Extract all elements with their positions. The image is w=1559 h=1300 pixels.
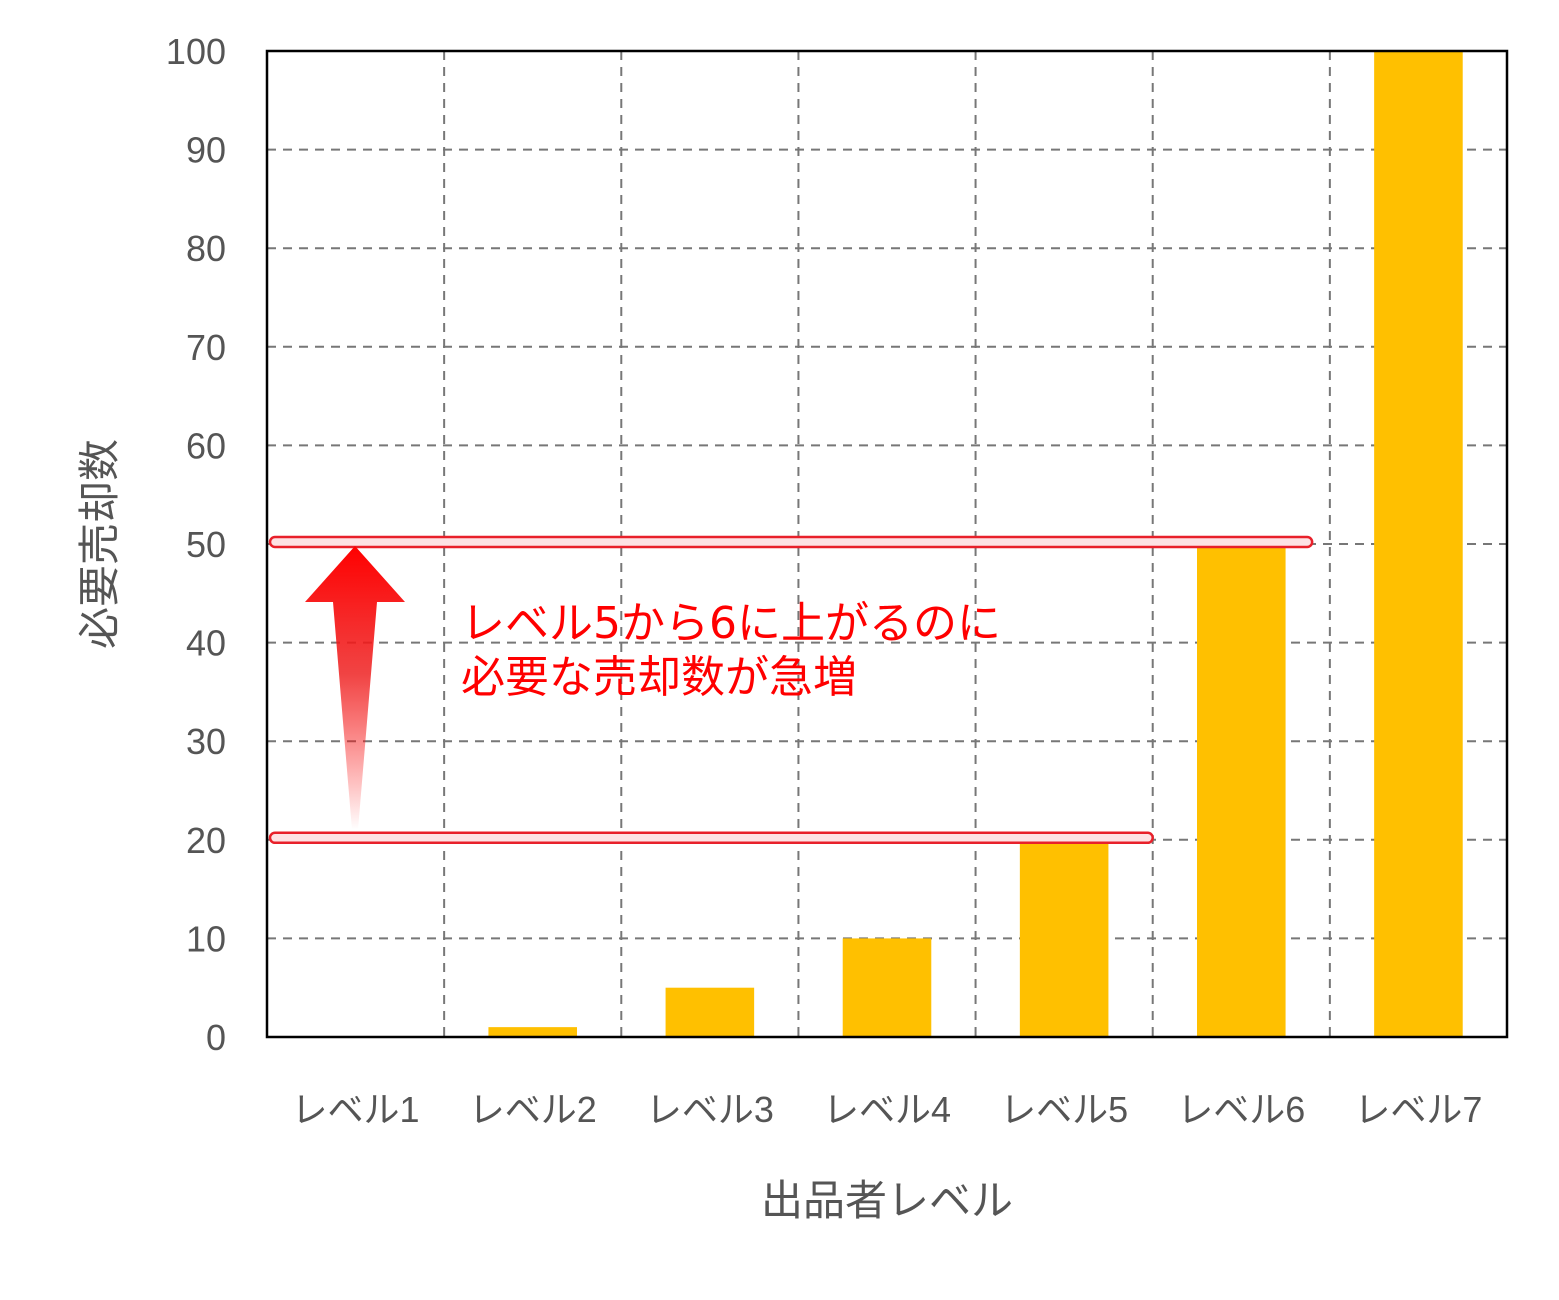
bar	[842, 938, 932, 1037]
bar	[488, 1027, 577, 1037]
highlight-level5-line	[268, 831, 1154, 845]
y-tick-label: 20	[186, 820, 226, 861]
x-tick-label: レベル4	[823, 1089, 951, 1130]
bar	[1197, 544, 1286, 1037]
x-tick-label: レベル1	[292, 1089, 420, 1130]
y-tick-label: 90	[186, 130, 226, 171]
y-tick-label: 100	[166, 31, 226, 72]
y-tick-label: 30	[186, 721, 226, 762]
x-tick-label: レベル5	[1000, 1089, 1128, 1130]
x-tick-label: レベル7	[1354, 1089, 1482, 1130]
bar	[1374, 51, 1463, 1037]
y-tick-label: 0	[206, 1017, 226, 1058]
x-axis-title: 出品者レベル	[761, 1176, 1013, 1225]
bar	[665, 987, 755, 1037]
annotation-text-line2: 必要な売却数が急増	[461, 652, 857, 703]
x-tick-label: レベル6	[1177, 1089, 1305, 1130]
plot-frame	[265, 49, 1509, 1039]
bars	[488, 51, 1463, 1037]
y-tick-label: 40	[186, 623, 226, 664]
up-arrow-icon	[305, 546, 405, 830]
y-tick-label: 70	[186, 327, 226, 368]
y-axis-title: 必要売却数	[75, 439, 124, 649]
annotation: レベル5から6に上がるのに 必要な売却数が急増	[268, 535, 1314, 845]
y-axis-ticks: 0 10 20 30 40 50 60 70 80 90 100	[166, 31, 226, 1058]
annotation-text-line1: レベル5から6に上がるのに	[461, 598, 1001, 649]
highlight-level6-line	[268, 535, 1314, 549]
y-tick-label: 10	[186, 918, 226, 959]
gridlines	[267, 50, 1507, 1038]
x-axis-ticks: レベル1 レベル2 レベル3 レベル4 レベル5 レベル6 レベル7	[292, 1089, 1483, 1130]
x-tick-label: レベル3	[646, 1089, 774, 1130]
y-tick-label: 60	[186, 425, 226, 466]
y-tick-label: 80	[186, 228, 226, 269]
bar	[1019, 839, 1109, 1037]
x-tick-label: レベル2	[469, 1089, 597, 1130]
y-tick-label: 50	[186, 524, 226, 565]
